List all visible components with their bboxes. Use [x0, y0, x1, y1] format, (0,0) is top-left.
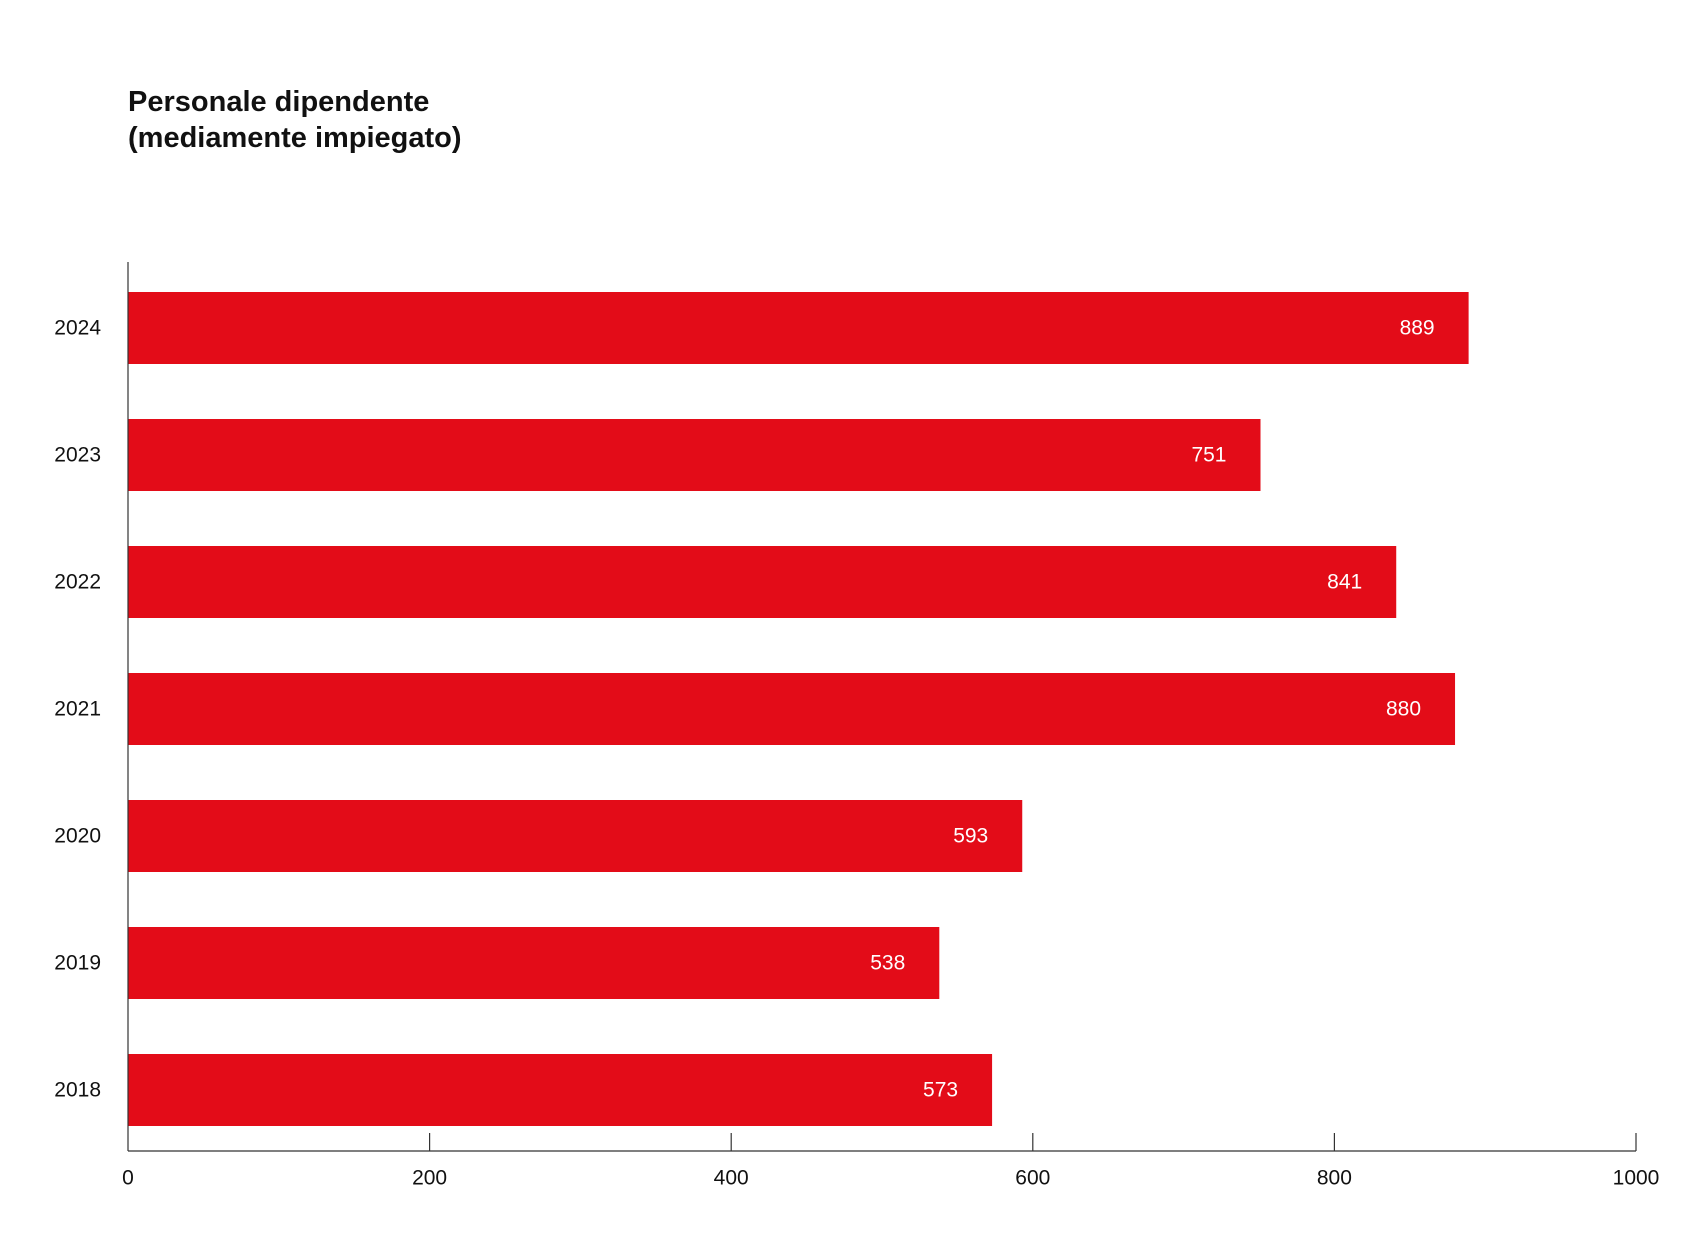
category-label-2021: 2021 — [54, 698, 101, 721]
bar-value-label-2024: 889 — [1400, 317, 1435, 340]
bar-2018 — [128, 1054, 993, 1126]
bar-2020 — [128, 800, 1023, 872]
bar-value-label-2018: 573 — [923, 1079, 958, 1102]
category-labels: 2024 2023 2022 2021 2020 2019 2018 — [54, 317, 101, 1102]
x-tick-label-0: 0 — [122, 1167, 134, 1190]
category-label-2023: 2023 — [54, 444, 101, 467]
x-tick-label-200: 200 — [412, 1167, 447, 1190]
x-tick-label-600: 600 — [1015, 1167, 1050, 1190]
bar-value-label-2021: 880 — [1386, 698, 1421, 721]
bar-value-label-2023: 751 — [1191, 444, 1226, 467]
chart-title-line-2: (mediamente impiegato) — [128, 122, 462, 154]
bar-value-label-2019: 538 — [870, 952, 905, 975]
bar-2023 — [128, 419, 1261, 491]
category-label-2018: 2018 — [54, 1079, 101, 1102]
bar-2019 — [128, 927, 940, 999]
x-tick-label-400: 400 — [714, 1167, 749, 1190]
category-label-2024: 2024 — [54, 317, 101, 340]
category-label-2020: 2020 — [54, 825, 101, 848]
chart-title: Personale dipendente (mediamente impiega… — [128, 84, 462, 156]
bar-2024 — [128, 292, 1469, 364]
bar-2021 — [128, 673, 1456, 745]
axes: 0 200 400 600 800 1000 — [122, 262, 1659, 1190]
x-tick-label-800: 800 — [1317, 1167, 1352, 1190]
bar-value-label-2020: 593 — [953, 825, 988, 848]
bar-2022 — [128, 546, 1397, 618]
bars-group: 889 751 841 880 593 538 573 — [128, 292, 1469, 1126]
chart-title-line-1: Personale dipendente — [128, 86, 430, 118]
category-label-2022: 2022 — [54, 571, 101, 594]
bar-value-label-2022: 841 — [1327, 571, 1362, 594]
category-label-2019: 2019 — [54, 952, 101, 975]
x-tick-label-1000: 1000 — [1613, 1167, 1660, 1190]
